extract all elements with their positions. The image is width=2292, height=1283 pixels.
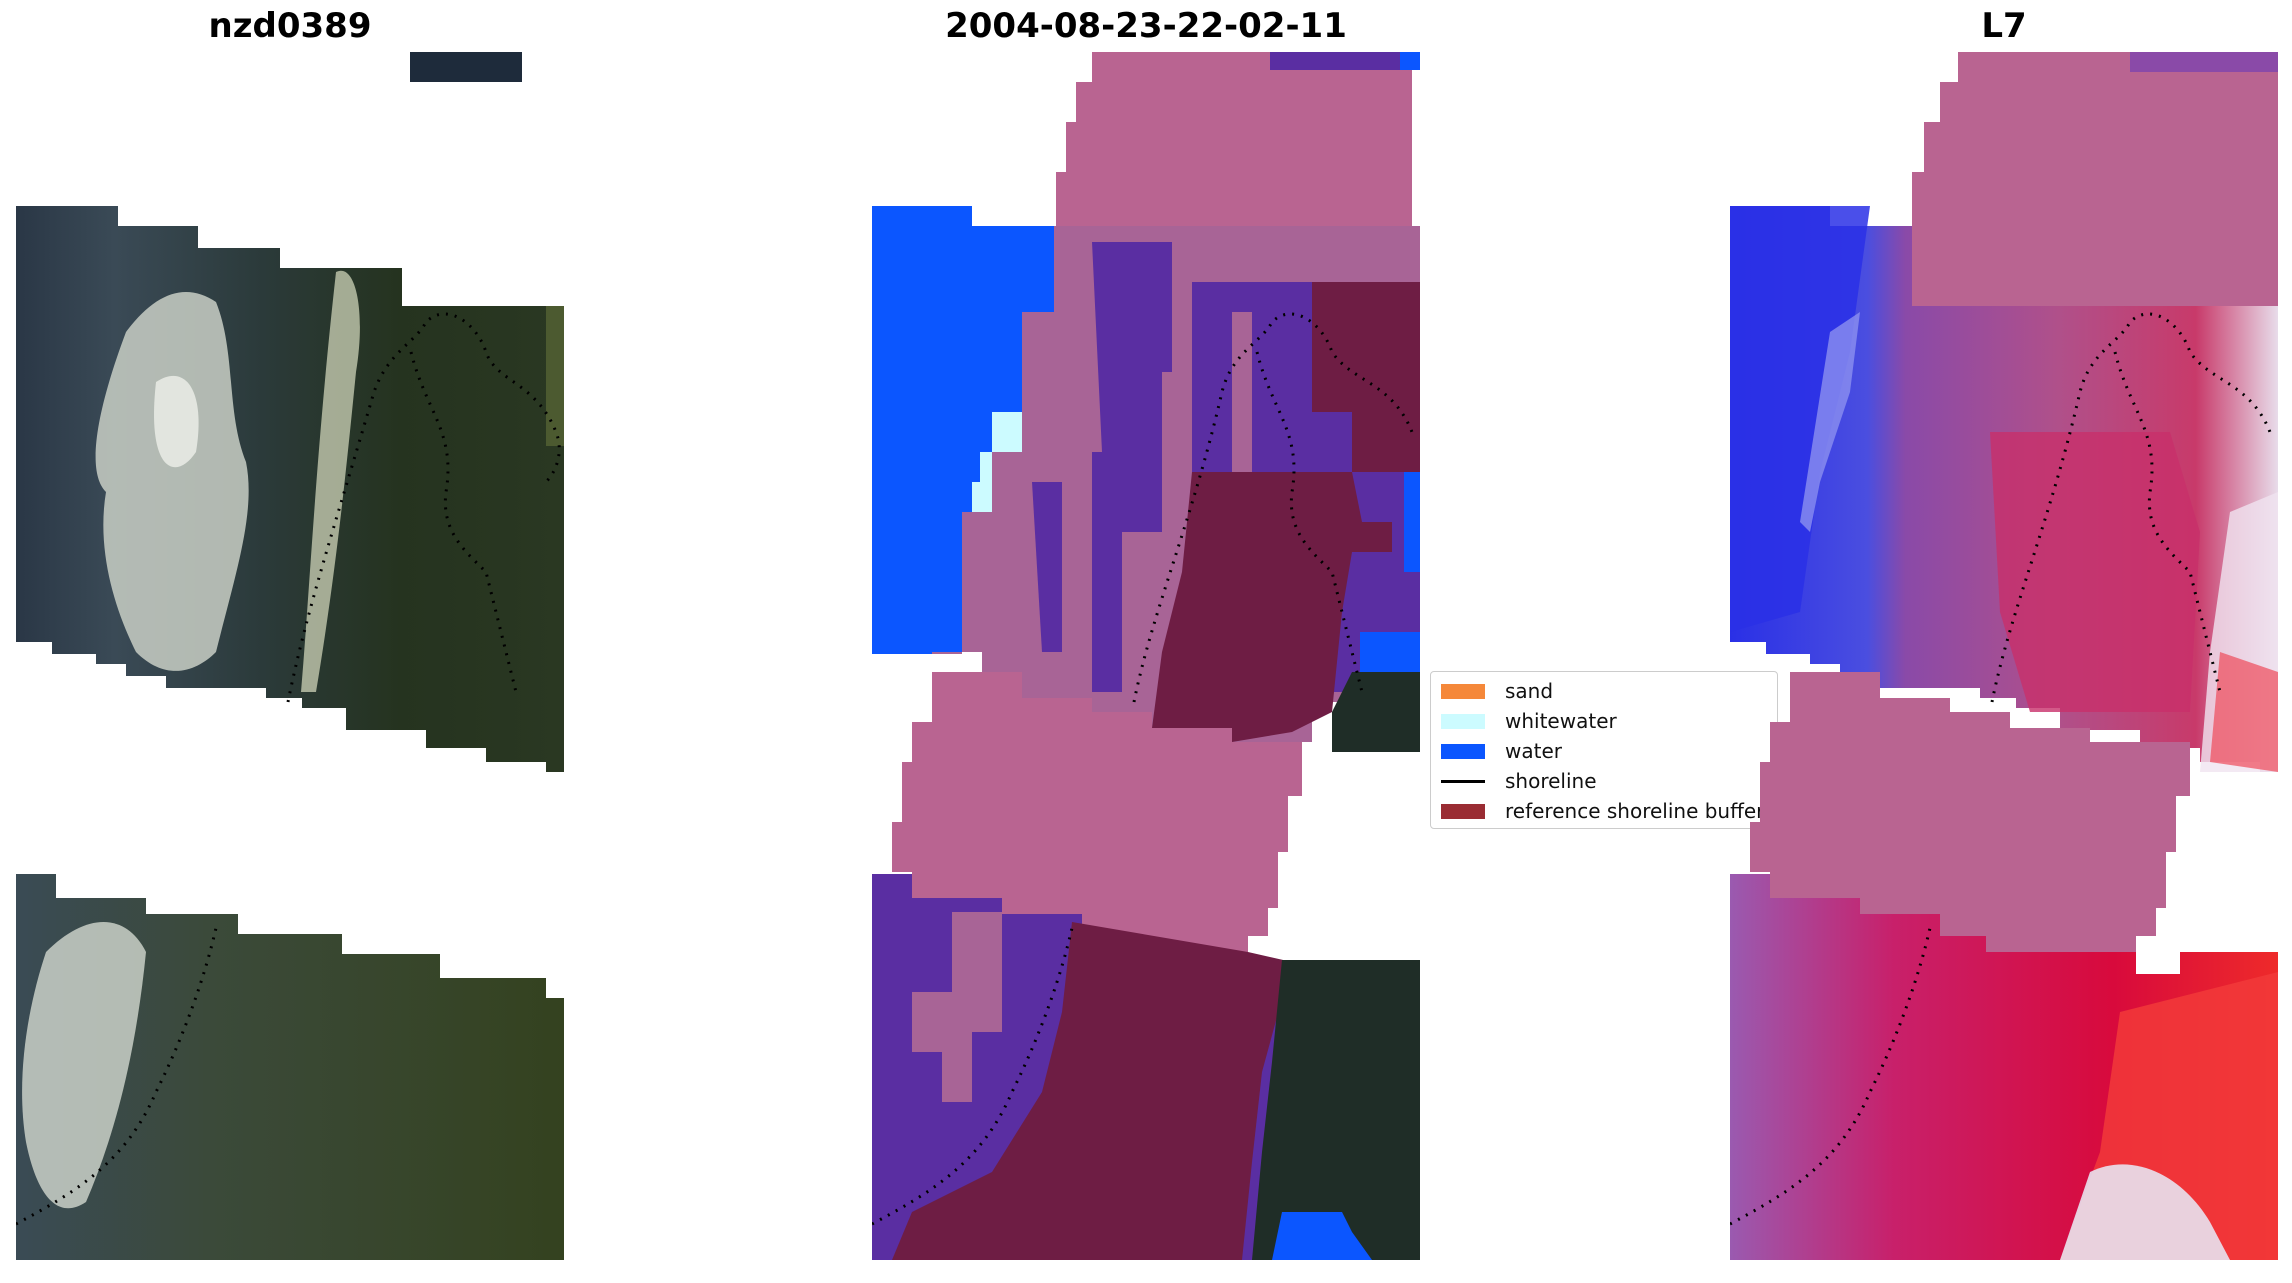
rgb-image (16, 52, 564, 1260)
nodata-region (892, 672, 1302, 952)
panel-title-date: 2004-08-23-22-02-11 (945, 6, 1347, 46)
classified-land (1032, 482, 1062, 652)
index-image (1730, 52, 2278, 1260)
reference-shoreline-buffer (1152, 472, 1392, 742)
buffer-swatch (1441, 803, 1485, 819)
unclassified-image (1252, 960, 1420, 1260)
legend-item-shoreline: shoreline (1441, 766, 1767, 796)
water-swatch (1441, 743, 1485, 759)
vegetation (546, 306, 564, 446)
legend: sand whitewater water shoreline referenc… (1430, 671, 1778, 829)
nodata-region (1750, 672, 2190, 952)
legend-item-sand: sand (1441, 676, 1767, 706)
legend-label: shoreline (1505, 769, 1597, 793)
cloud (22, 922, 147, 1209)
sand-swatch (1441, 683, 1485, 699)
classification-panel (872, 52, 1420, 1260)
legend-label: reference shoreline buffer (1505, 799, 1765, 823)
classified-land-mauve (1232, 312, 1252, 512)
water-class (1404, 472, 1420, 572)
classified-land (1092, 242, 1172, 692)
index-water (1800, 312, 1860, 532)
panel-title-image-name: nzd0389 (208, 6, 372, 46)
rgb-top-strip (410, 52, 522, 82)
reference-shoreline-buffer (1312, 282, 1420, 472)
unclassified-image (1332, 672, 1420, 752)
index-bright (2060, 1164, 2230, 1260)
shoreline (286, 312, 561, 703)
index-image-panel (1730, 52, 2278, 1260)
index-pixels (2130, 52, 2278, 72)
rgb-image-panel (16, 52, 564, 1260)
panel-title-satellite: L7 (1981, 6, 2027, 46)
cloud (154, 375, 199, 468)
index-water (1730, 206, 1870, 632)
classified-land (1270, 52, 1420, 70)
legend-item-whitewater: whitewater (1441, 706, 1767, 736)
water-class (1400, 52, 1420, 70)
classified-image (872, 52, 1420, 1260)
legend-label: water (1505, 739, 1562, 763)
reference-shoreline-buffer (892, 922, 1292, 1260)
legend-item-reference-buffer: reference shoreline buffer (1441, 796, 1767, 826)
water-class (1272, 1212, 1372, 1260)
shoreline-swatch (1441, 779, 1485, 783)
whitewater-swatch (1441, 713, 1485, 729)
rgb-scene-top (16, 206, 564, 772)
classified-land-mauve (912, 912, 1002, 1102)
water-class (872, 206, 1054, 654)
index-bright (2210, 652, 2278, 772)
rgb-scene-bottom (16, 874, 564, 1260)
index-land (1990, 432, 2200, 712)
legend-item-water: water (1441, 736, 1767, 766)
legend-label: whitewater (1505, 709, 1617, 733)
nodata-region (1912, 52, 2278, 306)
cloud (95, 292, 249, 671)
legend-label: sand (1505, 679, 1554, 703)
